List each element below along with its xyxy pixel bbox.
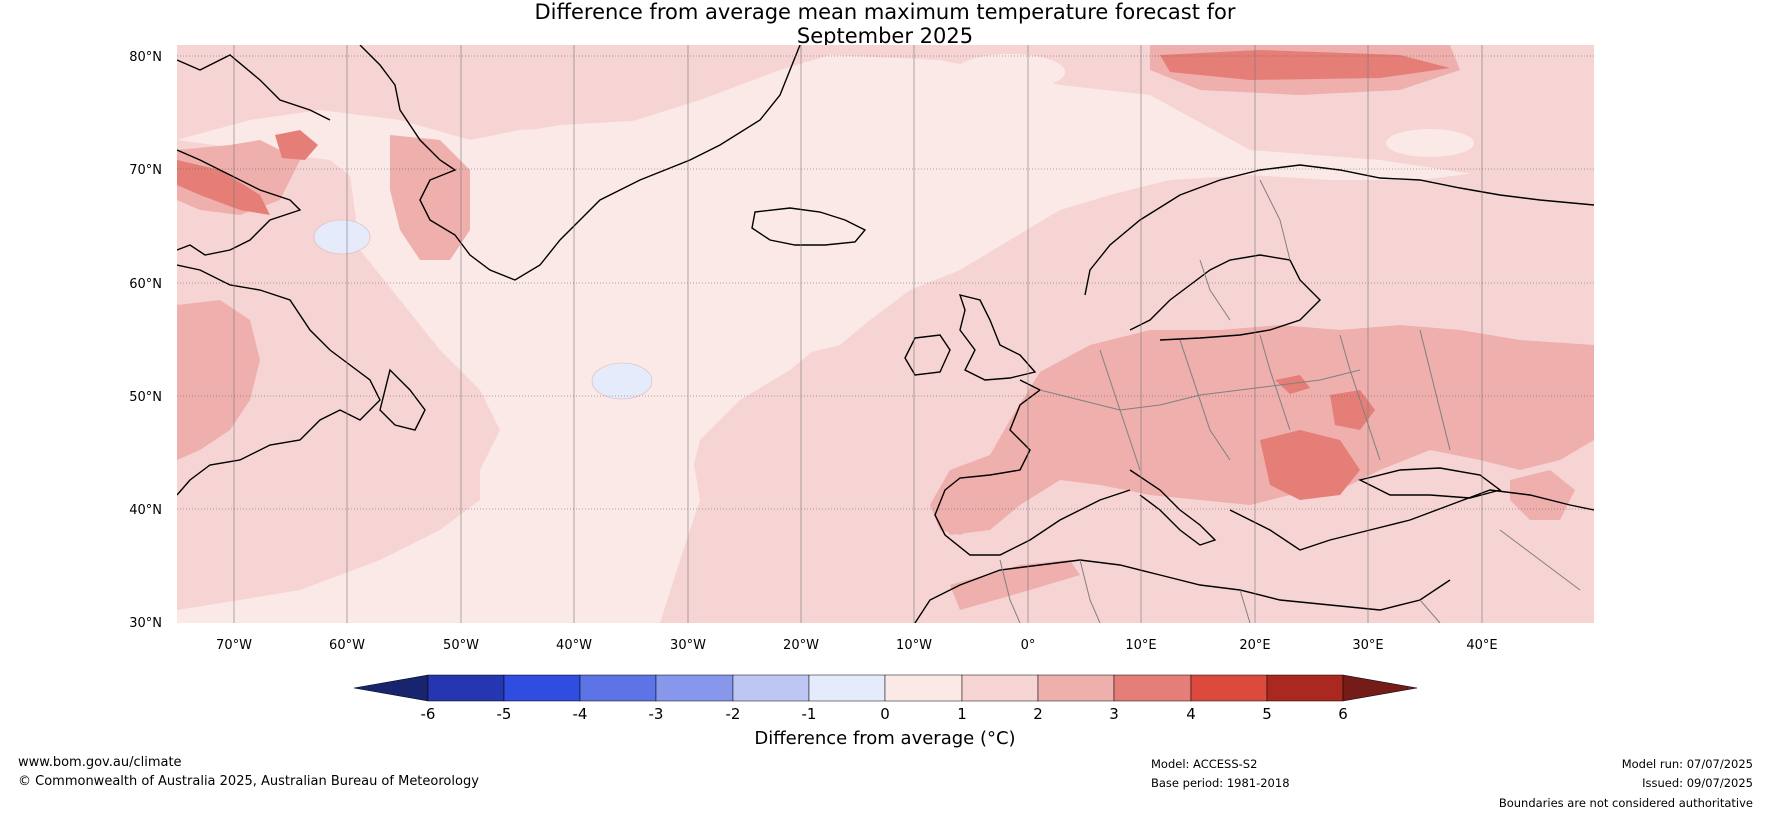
map-title-line2: September 2025 [796, 24, 974, 48]
colorbar-tick: -3 [649, 705, 664, 723]
colorbar-title: Difference from average (°C) [754, 728, 1016, 749]
colorbar-bin-neg1-0 [808, 674, 886, 702]
lat-label-80n: 80°N [129, 50, 162, 65]
lat-label-60n: 60°N [129, 277, 162, 292]
latitude-labels: 80°N 70°N 60°N 50°N 40°N 30°N [129, 50, 162, 631]
lon-label-10e: 10°E [1125, 638, 1156, 653]
anomaly-2-3-labrador [177, 300, 260, 460]
anomaly-2-3-north-africa [950, 560, 1080, 610]
colorbar-bin-neg4-neg3 [579, 674, 657, 702]
anomaly-neg1-0-atlantic [591, 362, 653, 400]
coast-iceland [751, 207, 867, 246]
lon-label-70w: 70°W [216, 638, 252, 653]
map-meridians [233, 45, 1483, 623]
colorbar-bin-0-1 [884, 674, 963, 702]
colorbar-bin-2-3 [1037, 674, 1115, 702]
lon-label-40e: 40°E [1466, 638, 1497, 653]
anomaly-1-2-west [177, 140, 540, 610]
colorbar-bin-1-2 [961, 674, 1039, 702]
colorbar-tick: -5 [497, 705, 512, 723]
anomaly-3-4-baffin [275, 130, 318, 160]
map-gridlines [177, 55, 1594, 510]
lon-label-30w: 30°W [670, 638, 706, 653]
anomaly-1-2-iceland-sea [475, 65, 1090, 300]
colorbar-ticks: -6 -5 -4 -3 -2 -1 0 1 2 3 4 5 6 [421, 705, 1348, 723]
anomaly-2-3-turkey [1510, 470, 1575, 520]
colorbar-bin-neg3-neg2 [655, 674, 734, 702]
coast-west-europe [934, 379, 1131, 556]
colorbar-tick: 3 [1109, 705, 1119, 723]
model-name: Model: ACCESS-S2 [1151, 757, 1258, 771]
colorbar-bin-neg5-neg4 [503, 674, 581, 702]
anomaly-3-4-ukraine [1330, 390, 1375, 430]
colorbar-tick: 6 [1338, 705, 1348, 723]
colorbar-bin-4-5 [1190, 674, 1268, 702]
anomaly-0-1-barents [1386, 129, 1474, 157]
lon-label-60w: 60°W [329, 638, 365, 653]
colorbar-tick: 4 [1186, 705, 1196, 723]
map-title: Difference from average mean maximum tem… [0, 0, 1770, 48]
colorbar-tick: 0 [880, 705, 890, 723]
colorbar-extend-high [1342, 674, 1418, 702]
lon-label-50w: 50°W [443, 638, 479, 653]
lon-label-40w: 40°W [556, 638, 592, 653]
anomaly-3-4-balkans [1260, 430, 1360, 500]
lat-label-70n: 70°N [129, 163, 162, 178]
coast-canada-north [177, 54, 331, 121]
coast-north-africa [914, 559, 1451, 623]
coast-ireland [904, 334, 951, 376]
colorbar-extend-low [353, 674, 429, 702]
colorbar-tick: 1 [957, 705, 967, 723]
anomaly-3-4-poland [1275, 375, 1310, 394]
map-title-line1: Difference from average mean maximum tem… [534, 0, 1236, 24]
lon-label-0: 0° [1021, 638, 1036, 653]
issued-date: Issued: 09/07/2025 [1642, 776, 1753, 790]
colorbar-bin-neg2-neg1 [732, 674, 810, 702]
coast-mediterranean-east [1229, 489, 1594, 551]
colorbar-bin-3-4 [1113, 674, 1192, 702]
lon-label-10w: 10°W [896, 638, 932, 653]
lat-label-40n: 40°N [129, 503, 162, 518]
lat-label-50n: 50°N [129, 390, 162, 405]
coast-britain [958, 294, 1037, 381]
colorbar-tick: -1 [802, 705, 817, 723]
colorbar-tick: -6 [421, 705, 436, 723]
colorbar-tick: 2 [1033, 705, 1043, 723]
boundaries-disclaimer: Boundaries are not considered authoritat… [1498, 796, 1753, 810]
anomaly-3-4-labrador-coast [177, 160, 270, 215]
coastlines [177, 45, 1594, 623]
anomaly-2-3-iberia [930, 465, 1010, 535]
anomaly-2-3-europe [930, 325, 1594, 535]
lat-label-30n: 30°N [129, 616, 162, 631]
colorbar-tick: -4 [573, 705, 588, 723]
anomaly-1-2-central-atl [350, 160, 820, 520]
coast-italy [1129, 469, 1217, 546]
base-period: Base period: 1981-2018 [1151, 776, 1290, 790]
coast-greenland [359, 45, 801, 281]
coast-black-sea [1357, 467, 1502, 499]
lon-label-30e: 30°E [1352, 638, 1383, 653]
coast-labrador [177, 264, 381, 496]
model-run-date: Model run: 07/07/2025 [1621, 757, 1753, 771]
lon-label-20w: 20°W [783, 638, 819, 653]
anomaly-neg1-0-labrador-sea [313, 219, 371, 255]
colorbar-bin-neg6-neg5 [427, 674, 505, 702]
coast-newfoundland [379, 368, 426, 431]
coast-norway [1084, 164, 1594, 296]
longitude-labels: 70°W 60°W 50°W 40°W 30°W 20°W 10°W 0° 10… [216, 638, 1498, 653]
anomaly-0-1-arctic [955, 54, 1065, 90]
lon-label-20e: 20°E [1239, 638, 1270, 653]
colorbar-tick: 5 [1262, 705, 1272, 723]
anomaly-field [177, 45, 1594, 623]
colorbar-tick: -2 [726, 705, 741, 723]
anomaly-3-4-arctic [1160, 50, 1450, 80]
colorbar-bin-5-6 [1266, 674, 1344, 702]
coast-baffin [177, 149, 302, 256]
copyright-text: © Commonwealth of Australia 2025, Austra… [18, 774, 479, 789]
country-borders [999, 179, 1581, 623]
website-link[interactable]: www.bom.gov.au/climate [18, 755, 182, 770]
colorbar [353, 674, 1418, 702]
